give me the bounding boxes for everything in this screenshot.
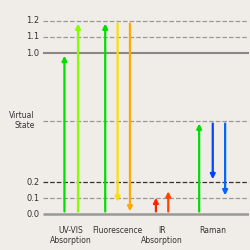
Text: Fluorescence: Fluorescence — [92, 226, 143, 234]
Text: 0.1: 0.1 — [26, 194, 40, 203]
Text: 1.1: 1.1 — [26, 32, 40, 41]
Text: Raman: Raman — [199, 226, 226, 234]
Text: 0.2: 0.2 — [26, 178, 40, 186]
Text: 1.2: 1.2 — [26, 16, 40, 25]
Text: 0.0: 0.0 — [26, 210, 40, 219]
Text: UV-VIS
Absorption: UV-VIS Absorption — [50, 226, 92, 245]
Text: 1.0: 1.0 — [26, 48, 40, 58]
Text: IR
Absorption: IR Absorption — [141, 226, 183, 245]
Text: Virtual
State: Virtual State — [9, 111, 35, 130]
